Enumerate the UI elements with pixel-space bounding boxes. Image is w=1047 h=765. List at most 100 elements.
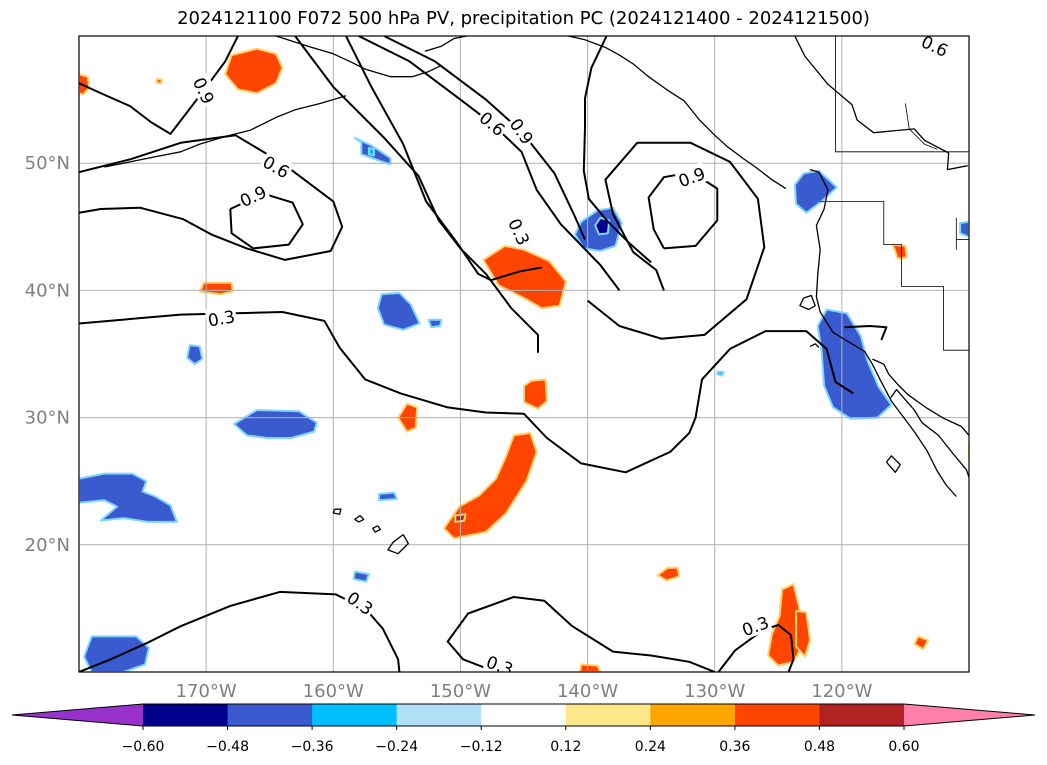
- colorbar-bin: [396, 704, 482, 726]
- contour-label-group: 0.3: [204, 304, 238, 332]
- pv-contour-0.3: [79, 590, 401, 672]
- lon-tick-label: 160°W: [303, 681, 364, 702]
- contour-label-bg: [258, 149, 295, 183]
- coastline: [889, 388, 969, 478]
- precip-area: [79, 472, 178, 523]
- lon-tick-label: 170°W: [176, 681, 237, 702]
- precip-area: [442, 431, 538, 540]
- colorbar-bin: [565, 704, 651, 726]
- precip-area: [376, 291, 421, 331]
- precip-area: [233, 409, 318, 439]
- precip-area: [155, 78, 163, 85]
- coastline: [799, 294, 816, 311]
- contour-label-bg: [504, 213, 536, 250]
- colorbar-tick-label: 0.36: [719, 739, 750, 755]
- colorbar-tick-label: −0.12: [460, 739, 503, 755]
- pv-contour-0.3: [79, 311, 854, 474]
- map-plot-area: 0.90.60.60.90.60.90.30.90.30.30.30.3: [79, 36, 969, 672]
- pv-contour-0.3: [844, 325, 888, 341]
- lon-tick-label: 150°W: [430, 681, 491, 702]
- lon-tick-label: 120°W: [811, 681, 872, 702]
- contour-label-bg: [737, 610, 773, 640]
- lat-tick-label: 30°N: [25, 408, 70, 429]
- lon-tick-label: 130°W: [684, 681, 745, 702]
- precip-area: [367, 146, 375, 157]
- lat-tick-label: 20°N: [25, 535, 70, 556]
- colorbar-tick-label: 0.60: [888, 739, 919, 755]
- precip-area: [378, 491, 398, 502]
- coastline: [809, 343, 820, 349]
- contour-label-bg: [917, 36, 953, 61]
- coastline: [872, 358, 969, 436]
- colorbar-tick-label: −0.48: [206, 739, 249, 755]
- lat-tick-label: 40°N: [25, 280, 70, 301]
- precip-area: [656, 566, 681, 582]
- graticule: [79, 36, 969, 672]
- political-border: [835, 36, 969, 153]
- coastline: [387, 534, 409, 555]
- coastline: [332, 508, 342, 515]
- pv-contour-0.3: [717, 623, 795, 672]
- colorbar-bin: [481, 704, 567, 726]
- political-border: [905, 103, 938, 150]
- precip-area: [793, 169, 838, 214]
- coastline: [372, 525, 381, 533]
- colorbar-bin: [650, 704, 736, 726]
- map-frame: [78, 35, 970, 673]
- precip-area: [795, 609, 812, 658]
- coastline: [885, 455, 901, 473]
- axis-tick-labels: 170°W 160°W 150°W 140°W 130°W 120°W 20°N 30°N 40…: [25, 153, 873, 702]
- lat-tick-label: 50°N: [25, 153, 70, 174]
- precip-area: [913, 635, 930, 651]
- precip-area: [427, 318, 443, 329]
- colorbar-extend-max: [904, 704, 1035, 726]
- pv-contour-layer: [79, 36, 888, 672]
- colorbar-bin: [819, 704, 905, 726]
- precip-area: [968, 443, 969, 460]
- precip-area: [79, 73, 91, 96]
- colorbar-tick-label: −0.36: [291, 739, 334, 755]
- pv-contour-0.6: [358, 36, 621, 292]
- contour-label-bg: [474, 105, 511, 141]
- contour-label-bg: [505, 112, 540, 149]
- colorbar-tick-label: 0.12: [550, 739, 581, 755]
- contour-label-group: 0.9: [188, 72, 220, 109]
- colorbar-tick-label: −0.24: [375, 739, 418, 755]
- contour-label-bg: [234, 179, 271, 211]
- contour-label-bg: [342, 585, 379, 620]
- pv-contour-0.6: [582, 36, 652, 264]
- precip-area: [224, 47, 284, 95]
- precip-area: [198, 281, 234, 296]
- colorbar-tick-label: 0.48: [804, 739, 835, 755]
- colorbar: −0.60 −0.48 −0.36 −0.24 −0.12 0.12 0.24 0.36 0.4…: [11, 703, 1036, 755]
- pv-contour-labels: 0.90.60.60.90.60.90.30.90.30.30.30.3: [188, 36, 953, 672]
- precip-area: [959, 220, 969, 238]
- pv-contour-0.9: [79, 36, 239, 135]
- colorbar-bin: [312, 704, 398, 726]
- coastline: [275, 36, 442, 78]
- contour-label-bg: [673, 161, 709, 191]
- colorbar-bin: [734, 704, 820, 726]
- pv-contour-0.3: [345, 36, 542, 282]
- contour-label: 0.3: [207, 307, 237, 331]
- precip-area: [578, 663, 602, 672]
- coastline: [794, 36, 968, 171]
- coastline: [354, 514, 365, 523]
- precip-area: [482, 244, 567, 310]
- colorbar-tick-label: −0.60: [122, 739, 165, 755]
- precip-area: [186, 344, 204, 366]
- colorbar-extend-min: [12, 704, 143, 726]
- colorbar-bin: [227, 704, 313, 726]
- colorbar-bin: [143, 704, 229, 726]
- colorbar-tick-label: 0.24: [635, 739, 666, 755]
- precip-area: [523, 378, 548, 410]
- coastline: [568, 36, 787, 190]
- precip-area: [716, 370, 725, 377]
- political-border: [820, 201, 969, 351]
- coastline: [424, 36, 467, 52]
- pv-contour-0.6: [79, 134, 344, 261]
- precip-area: [891, 243, 908, 260]
- contour-label-bg: [204, 304, 238, 330]
- lon-tick-label: 140°W: [557, 681, 618, 702]
